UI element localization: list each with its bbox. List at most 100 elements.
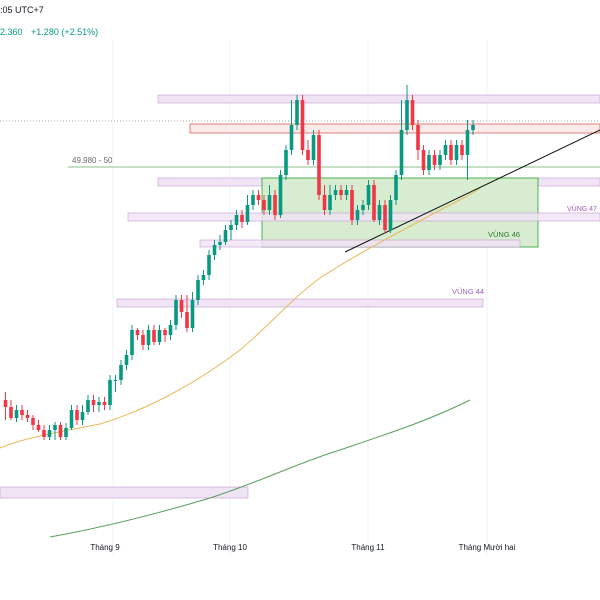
- candle-body-10: [58, 425, 63, 437]
- candle-body-59: [328, 195, 332, 210]
- candle-body-72: [399, 130, 404, 175]
- candle-body-21: [119, 365, 123, 380]
- candle-body-82: [454, 145, 459, 160]
- candle-body-77: [427, 155, 431, 170]
- x-tick-0: Tháng 9: [90, 543, 120, 552]
- candle-body-71: [394, 175, 398, 200]
- candle-body-45: [251, 195, 255, 205]
- candle-body-40: [223, 230, 228, 242]
- candle-body-62: [344, 190, 349, 195]
- band-red: [189, 123, 600, 134]
- candle-body-74: [410, 100, 415, 125]
- candle-body-31: [174, 300, 178, 325]
- candle-body-51: [284, 150, 288, 175]
- candle-body-39: [218, 242, 222, 245]
- candle-body-18: [102, 402, 107, 405]
- candle-body-20: [113, 380, 118, 381]
- candle-body-52: [289, 125, 294, 150]
- candle-body-33: [185, 312, 189, 328]
- candle-body-13: [75, 410, 79, 420]
- candle-body-48: [267, 195, 272, 210]
- label-49980: 49.980 - 50: [72, 156, 113, 165]
- band-47: [127, 212, 600, 222]
- candle-body-66: [366, 185, 371, 205]
- candle-body-81: [449, 145, 453, 160]
- candle-body-8: [47, 430, 52, 437]
- candle-body-42: [234, 215, 239, 225]
- x-axis: Tháng 9 Tháng 10 Tháng 11 Tháng Mười hai: [90, 543, 515, 552]
- candle-body-6: [36, 425, 41, 430]
- candle-body-15: [86, 400, 90, 412]
- candle-body-70: [388, 200, 393, 230]
- candle-body-85: [471, 125, 475, 130]
- candle-body-83: [460, 145, 464, 155]
- candle-body-80: [443, 145, 448, 155]
- candle-body-0: [3, 400, 8, 407]
- candle-body-30: [168, 325, 173, 335]
- candle-body-5: [31, 418, 35, 425]
- candle-body-23: [130, 330, 134, 355]
- candle-body-79: [438, 155, 442, 165]
- header-time: :05 UTC+7: [0, 5, 44, 15]
- candle-body-17: [97, 402, 101, 405]
- candle-body-73: [405, 100, 409, 130]
- candle-body-29: [163, 330, 167, 335]
- bands: [0, 94, 600, 499]
- candle-body-24: [135, 330, 140, 335]
- candle-body-11: [64, 428, 68, 437]
- candle-body-67: [372, 185, 376, 220]
- candle-body-76: [421, 150, 426, 170]
- candle-body-41: [229, 225, 233, 230]
- candle-body-47: [262, 200, 266, 210]
- trendline: [344, 129, 600, 253]
- candle-body-68: [377, 205, 382, 220]
- candle-body-43: [240, 215, 244, 222]
- label-vung-46: VÙNG 46: [488, 230, 520, 239]
- candle-body-16: [91, 400, 96, 405]
- label-vung-44: VÙNG 44: [452, 287, 484, 296]
- ma-long-line: [49, 399, 471, 538]
- candle-body-46: [256, 195, 261, 200]
- band-low-small: [199, 239, 521, 248]
- header-price: 2.360: [0, 27, 23, 37]
- candle-body-19: [108, 380, 112, 405]
- candle-body-28: [157, 330, 162, 342]
- candle-body-57: [317, 135, 321, 195]
- candle-body-53: [295, 100, 299, 125]
- candle-body-32: [179, 300, 184, 312]
- band-44: [116, 298, 484, 308]
- candle-body-69: [383, 205, 387, 230]
- label-vung-47: VÙNG 47: [567, 204, 597, 213]
- candle-body-75: [416, 125, 420, 150]
- candle-body-55: [306, 150, 310, 160]
- candle-body-26: [146, 330, 151, 345]
- candle-body-4: [25, 415, 30, 418]
- candle-body-65: [361, 205, 365, 210]
- candles-group: [3, 85, 475, 440]
- candle-body-44: [245, 205, 250, 222]
- x-tick-2: Tháng 11: [351, 543, 385, 552]
- header-change: +1.280 (+2.51%): [31, 27, 99, 37]
- candle-body-35: [196, 280, 200, 300]
- candle-body-60: [333, 190, 338, 195]
- ma-short-line: [0, 187, 481, 449]
- candle-body-12: [69, 410, 74, 428]
- candle-body-1: [9, 407, 13, 418]
- x-tick-1: Tháng 10: [213, 543, 247, 552]
- candle-body-27: [152, 330, 156, 342]
- grid-lines: [112, 40, 488, 555]
- candle-body-37: [207, 255, 211, 275]
- candle-body-56: [311, 135, 316, 160]
- candle-body-22: [124, 355, 129, 365]
- candle-body-50: [278, 175, 283, 215]
- header-price-row: 2.360 +1.280 (+2.51%): [0, 27, 104, 37]
- candle-body-64: [355, 210, 360, 220]
- candle-body-78: [432, 155, 437, 165]
- x-tick-3: Tháng Mười hai: [459, 543, 516, 552]
- candle-body-49: [273, 195, 277, 215]
- candle-body-61: [339, 190, 343, 195]
- candle-body-14: [80, 412, 85, 420]
- band-bottom: [0, 486, 249, 499]
